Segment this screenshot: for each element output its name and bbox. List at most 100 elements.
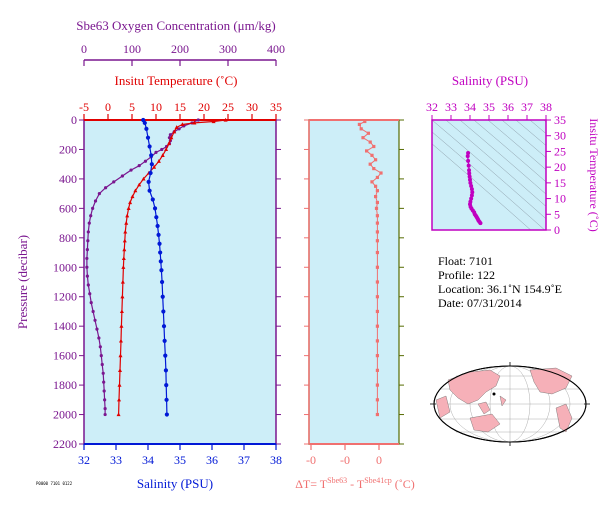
delta-point: [375, 189, 379, 193]
temperature-point: [118, 368, 122, 372]
ts-density-contours: [432, 120, 546, 230]
temperature-point: [120, 294, 125, 299]
temperature-tick-label: 35: [270, 100, 282, 114]
oxygen-tick-label: 100: [123, 42, 141, 56]
delta-point: [375, 383, 379, 387]
salinity-point: [156, 232, 161, 237]
pressure-axis-ticks: 0 200 400 600 800 1000 1200 1400 1600 1800 2000 220…: [53, 113, 404, 451]
profile-plot-area: [83, 119, 277, 445]
temperature-point: [119, 323, 124, 328]
salinity-point: [164, 382, 169, 388]
temperature-tick-label: 5: [129, 100, 135, 114]
temperature-point: [164, 147, 169, 152]
oxygen-point: [100, 362, 104, 367]
salinity-tick-label: 35: [174, 453, 186, 467]
ts-temperature-tick-label: 35: [554, 113, 566, 127]
density-contour: [445, 120, 546, 207]
salinity-point: [149, 153, 154, 158]
temperature-tick-label: 30: [246, 100, 258, 114]
ts-point: [465, 154, 470, 159]
salinity-point: [150, 197, 155, 202]
oxygen-axis-title: Sbe63 Oxygen Concentration (μm/kg): [76, 18, 275, 33]
float-location-marker: [492, 392, 496, 396]
salinity-point: [149, 162, 154, 167]
delta-point: [374, 184, 378, 188]
delta-point: [372, 167, 376, 171]
temperature-axis-title: Insitu Temperature (˚C): [114, 73, 237, 88]
ts-salinity-tick-label: 37: [521, 100, 533, 114]
oxygen-point: [137, 164, 141, 168]
delta-point: [375, 339, 379, 343]
ts-point: [468, 177, 472, 182]
salinity-point: [161, 324, 167, 329]
delta-point: [370, 180, 374, 184]
oxygen-point: [196, 118, 200, 122]
delta-point: [359, 127, 363, 131]
salinity-tick-label: 32: [78, 453, 90, 467]
salinity-point: [152, 206, 158, 211]
delta-point: [375, 221, 379, 225]
oxygen-tick-label: 300: [219, 42, 237, 56]
ts-point: [467, 168, 472, 173]
density-contour: [515, 120, 546, 146]
oxygen-point: [160, 147, 164, 152]
oxygen-point: [112, 180, 116, 184]
temperature-point: [122, 238, 127, 243]
delta-point: [375, 280, 379, 284]
temperature-axis-ticks: -5 0 5 10 15 20 25 30 35: [79, 100, 282, 121]
delta-point: [375, 265, 379, 269]
oxygen-point: [93, 199, 98, 203]
ts-point: [466, 151, 471, 155]
oxygen-point: [103, 407, 107, 411]
oxygen-point: [101, 371, 105, 375]
oxygen-point: [88, 292, 92, 296]
oxygen-point: [168, 133, 172, 137]
temperature-point: [118, 338, 123, 343]
density-contour: [432, 120, 546, 220]
temperature-tick-label: 15: [174, 100, 186, 114]
ts-salinity-tick-label: 33: [445, 100, 457, 114]
pressure-tick-label: 800: [59, 231, 77, 245]
ts-salinity-tick-label: 36: [502, 100, 514, 114]
float-info: Float: 7101 Profile: 122 Location: 36.1˚…: [438, 254, 562, 310]
temperature-point: [117, 397, 122, 402]
salinity-point: [155, 223, 160, 229]
oxygen-point: [97, 192, 101, 196]
oxygen-point: [86, 283, 90, 287]
delta-axis-title: ΔT= TSbe63 - TSbe41cp (˚C): [295, 476, 415, 491]
ts-point: [466, 163, 471, 168]
salinity-point: [154, 215, 159, 220]
temperature-point: [133, 188, 138, 193]
delta-point: [375, 412, 379, 417]
salinity-point: [146, 179, 151, 184]
oxygen-point: [102, 389, 106, 393]
ts-temperature-tick-label: 15: [554, 176, 566, 190]
temperature-point: [211, 119, 216, 124]
density-contour: [473, 120, 546, 183]
ts-salinity-tick-label: 32: [426, 100, 438, 114]
delta-point: [375, 200, 379, 205]
temperature-point: [141, 176, 146, 181]
oxygen-point: [91, 309, 95, 314]
oxygen-tick-label: 200: [171, 42, 189, 56]
temperature-tick-label: 0: [105, 100, 111, 114]
oxygen-point: [91, 206, 95, 210]
oxygen-tick-label: 400: [267, 42, 285, 56]
temperature-point: [118, 353, 123, 358]
globe-edge-ticks: [430, 362, 590, 446]
delta-tick-label: 0: [376, 453, 382, 467]
oxygen-point: [89, 214, 93, 218]
oxygen-point: [154, 150, 158, 154]
pressure-tick-label: 2200: [53, 437, 77, 451]
location-map: [430, 362, 590, 446]
pressure-tick-label: 0: [71, 113, 77, 127]
temperature-point: [166, 141, 171, 146]
density-contour: [459, 120, 546, 195]
delta-point: [375, 214, 379, 218]
delta-point: [368, 162, 372, 166]
delta-point: [361, 136, 365, 140]
pressure-tick-label: 600: [59, 201, 77, 215]
delta-point: [375, 368, 379, 372]
ts-point: [469, 193, 474, 198]
